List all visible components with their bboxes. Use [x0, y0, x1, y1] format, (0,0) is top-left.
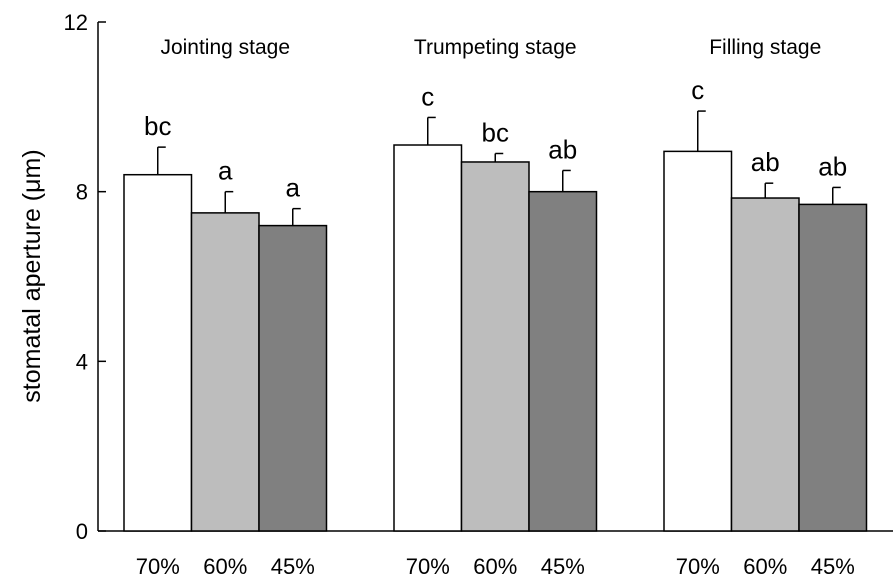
- x-category-label: 60%: [743, 554, 787, 579]
- significance-letter: a: [286, 173, 301, 203]
- stage-label: Filling stage: [709, 36, 821, 59]
- bars: [123, 110, 868, 532]
- labels: Jointing stage bc 70% a 60% a 45% Trumpeting st…: [136, 36, 855, 579]
- bar: [123, 173, 193, 532]
- significance-letter: ab: [751, 147, 780, 177]
- x-category-label: 45%: [811, 554, 855, 579]
- bar: [663, 150, 733, 532]
- bar: [190, 212, 260, 532]
- x-category-label: 70%: [136, 554, 180, 579]
- significance-letter: c: [691, 75, 704, 105]
- stage-label: Trumpeting stage: [414, 36, 577, 59]
- bar: [258, 224, 328, 532]
- bar: [798, 203, 868, 532]
- y-tick-label: 0: [76, 519, 88, 544]
- stage-label: Jointing stage: [160, 36, 290, 59]
- significance-letter: ab: [818, 151, 847, 181]
- bar: [393, 144, 463, 532]
- bar: [730, 197, 800, 532]
- y-tick-label: 12: [64, 10, 88, 35]
- y-tick-label: 8: [76, 180, 88, 205]
- y-tick-label: 4: [76, 349, 88, 374]
- significance-letter: bc: [482, 117, 509, 147]
- x-category-label: 60%: [203, 554, 247, 579]
- x-category-label: 70%: [676, 554, 720, 579]
- y-axis-label: stomatal aperture (μm): [18, 149, 46, 402]
- significance-letter: a: [218, 156, 233, 186]
- x-category-label: 45%: [271, 554, 315, 579]
- x-category-label: 70%: [406, 554, 450, 579]
- significance-letter: ab: [548, 134, 577, 164]
- x-category-label: 60%: [473, 554, 517, 579]
- bar: [528, 190, 598, 532]
- x-category-label: 45%: [541, 554, 585, 579]
- bar: [460, 161, 530, 532]
- significance-letter: bc: [144, 111, 171, 141]
- significance-letter: c: [421, 81, 434, 111]
